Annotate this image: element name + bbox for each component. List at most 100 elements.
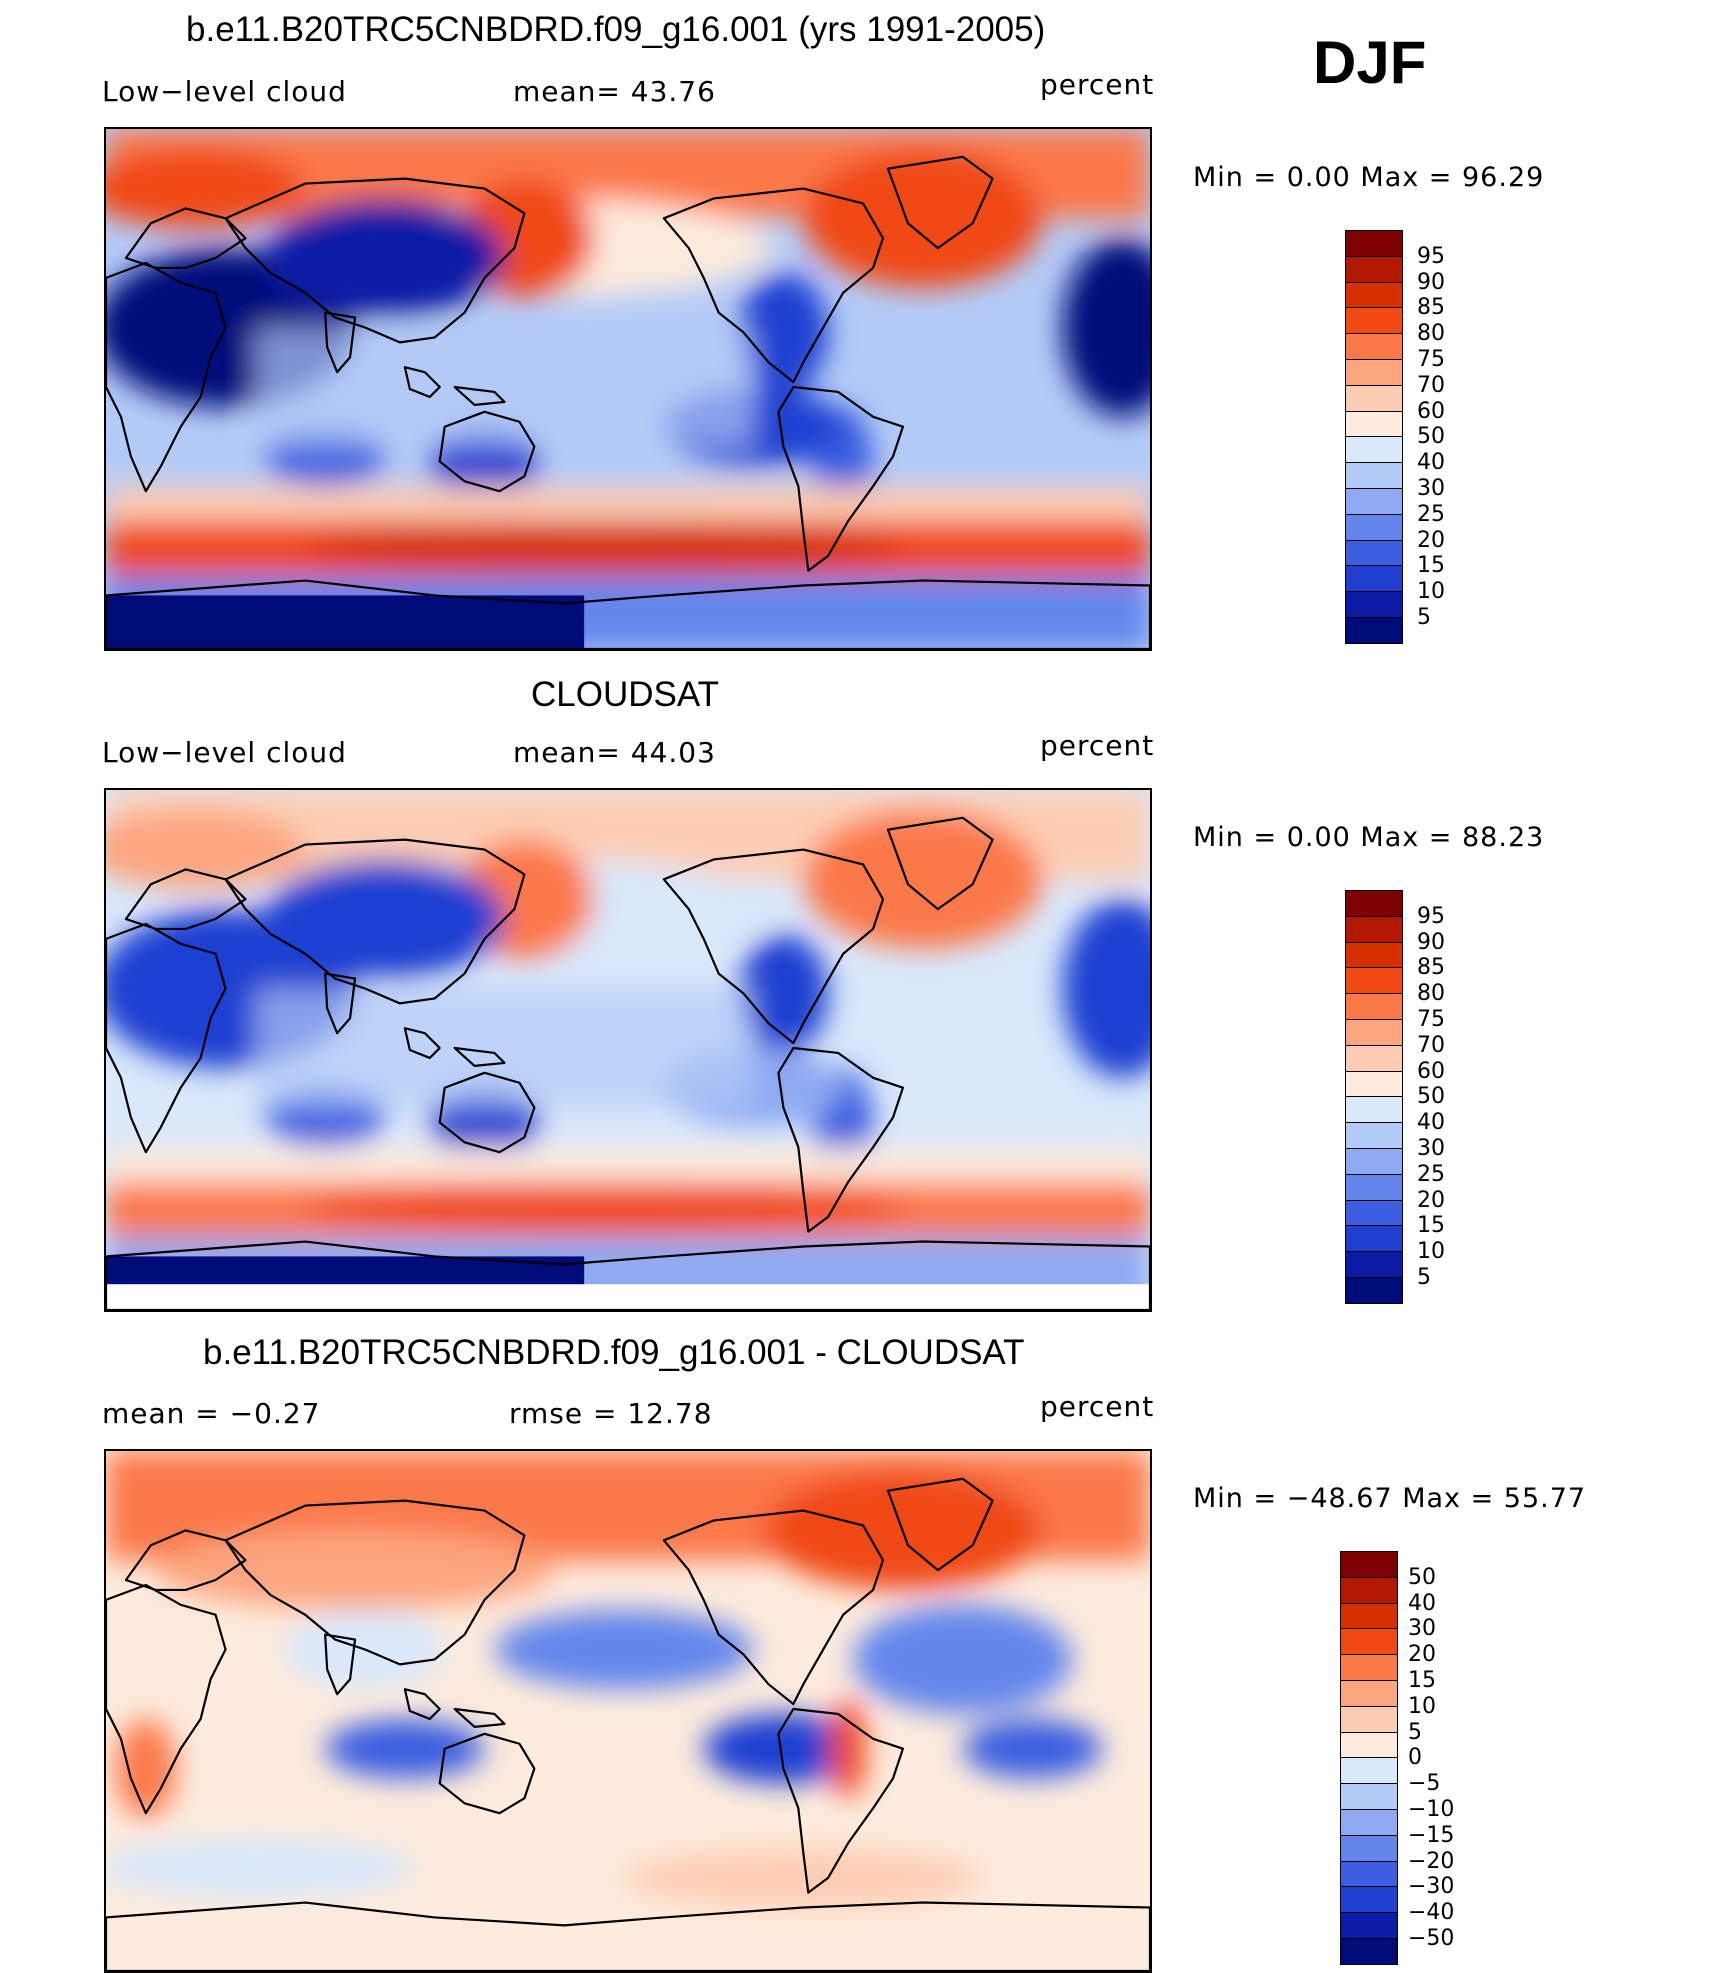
colorbar-tick-label: −20: [1408, 1848, 1455, 1874]
colorbar-swatch: [1345, 1277, 1403, 1305]
colorbar-swatch: [1345, 993, 1403, 1021]
colorbar-swatch: [1345, 941, 1403, 969]
colorbar-tick-label: 70: [1417, 372, 1445, 398]
colorbar-swatch: [1340, 1654, 1398, 1682]
colorbar-tick-label: −30: [1408, 1874, 1455, 1900]
panel-1-mean-label: mean= 43.76: [513, 75, 716, 108]
colorbar-swatch: [1345, 1122, 1403, 1150]
colorbar-swatch: [1345, 1148, 1403, 1176]
colorbar-tick-label: 50: [1408, 1564, 1436, 1590]
colorbar-tick-label: 90: [1417, 929, 1445, 955]
colorbar-swatch: [1345, 539, 1403, 567]
colorbar-swatch: [1340, 1783, 1398, 1811]
colorbar-tick-label: 95: [1417, 243, 1445, 269]
colorbar-swatch: [1345, 1173, 1403, 1202]
panel-2-mean-label: mean= 44.03: [513, 736, 716, 769]
panel-2-map: [104, 788, 1152, 1312]
colorbar-tick-label: 5: [1408, 1719, 1422, 1745]
colorbar-swatch: [1340, 1912, 1398, 1940]
colorbar-swatch: [1345, 359, 1403, 387]
colorbar-tick-label: 95: [1417, 903, 1445, 929]
colorbar-tick-label: 75: [1417, 347, 1445, 372]
colorbar-swatch: [1345, 915, 1403, 944]
panel-2-variable-label: Low−level cloud: [102, 736, 347, 769]
colorbar-tick-label: 5: [1417, 605, 1431, 630]
colorbar-tick-label: −40: [1408, 1900, 1455, 1926]
colorbar-tick-label: −15: [1408, 1822, 1455, 1848]
colorbar-swatch: [1345, 1225, 1403, 1253]
colorbar-swatch: [1340, 1551, 1398, 1579]
colorbar-swatch: [1345, 307, 1403, 335]
panel-2-units-label: percent: [1040, 729, 1155, 762]
colorbar-tick-label: 40: [1417, 1110, 1445, 1136]
colorbar-tick-label: 15: [1408, 1668, 1436, 1693]
colorbar-swatch: [1345, 462, 1403, 490]
colorbar-swatch: [1345, 1044, 1403, 1073]
colorbar-swatch: [1345, 591, 1403, 619]
colorbar-swatch: [1340, 1938, 1398, 1966]
colorbar-swatch: [1345, 1251, 1403, 1279]
colorbar-swatch: [1345, 255, 1403, 284]
colorbar-swatch: [1345, 410, 1403, 438]
colorbar-tick-label: −10: [1408, 1797, 1455, 1822]
colorbar-tick-label: 30: [1408, 1616, 1436, 1642]
colorbar-tick-label: 30: [1417, 476, 1445, 501]
colorbar-swatch: [1345, 565, 1403, 593]
colorbar-tick-label: 75: [1417, 1007, 1445, 1032]
colorbar-tick-label: 20: [1417, 1187, 1445, 1213]
colorbar-tick-label: 25: [1417, 501, 1445, 527]
colorbar-swatch: [1340, 1602, 1398, 1630]
colorbar-tick-label: 85: [1417, 295, 1445, 321]
colorbar-tick-label: 20: [1417, 527, 1445, 553]
colorbar-tick-label: 10: [1417, 579, 1445, 605]
colorbar-tick-label: 80: [1417, 321, 1445, 347]
colorbar-swatch: [1345, 1199, 1403, 1227]
colorbar-tick-label: 10: [1417, 1239, 1445, 1265]
colorbar-tick-label: 85: [1417, 955, 1445, 981]
colorbar-tick-label: 10: [1408, 1693, 1436, 1719]
colorbar-swatch: [1345, 967, 1403, 995]
season-label: DJF: [1313, 29, 1427, 96]
panel-3-minmax: Min = −48.67 Max = 55.77: [1193, 1483, 1587, 1514]
panel-1-units-label: percent: [1040, 68, 1155, 101]
colorbar-swatch: [1345, 890, 1403, 918]
colorbar-tick-label: 15: [1417, 553, 1445, 579]
colorbar-swatch: [1345, 384, 1403, 413]
colorbar-swatch: [1340, 1809, 1398, 1837]
panel-3-title: b.e11.B20TRC5CNBDRD.f09_g16.001 - CLOUDS…: [203, 1333, 1025, 1372]
colorbar-swatch: [1340, 1834, 1398, 1863]
colorbar-swatch: [1340, 1576, 1398, 1605]
colorbar-tick-label: 25: [1417, 1161, 1445, 1187]
colorbar-tick-label: 20: [1408, 1642, 1436, 1668]
panel-1-title: b.e11.B20TRC5CNBDRD.f09_g16.001 (yrs 199…: [186, 10, 1046, 49]
panel-3-mean-label: mean = −0.27: [102, 1397, 321, 1430]
colorbar-swatch: [1345, 436, 1403, 464]
colorbar-swatch: [1340, 1680, 1398, 1708]
colorbar-swatch: [1345, 230, 1403, 258]
colorbar-swatch: [1340, 1705, 1398, 1734]
colorbar-swatch: [1340, 1757, 1398, 1785]
colorbar-swatch: [1345, 513, 1403, 542]
colorbar-tick-label: 70: [1417, 1032, 1445, 1058]
colorbar-swatch: [1345, 617, 1403, 645]
colorbar-swatch: [1340, 1886, 1398, 1914]
colorbar-tick-label: 60: [1417, 1058, 1445, 1084]
panel-3-units-label: percent: [1040, 1390, 1155, 1423]
panel-3-map: [104, 1449, 1152, 1973]
colorbar-swatch: [1345, 1019, 1403, 1047]
colorbar-tick-label: 0: [1408, 1745, 1422, 1771]
colorbar-tick-label: 40: [1417, 450, 1445, 476]
colorbar-swatch: [1340, 1860, 1398, 1888]
colorbar-swatch: [1345, 1070, 1403, 1098]
colorbar-tick-label: 30: [1417, 1136, 1445, 1161]
colorbar-tick-label: 50: [1417, 1084, 1445, 1110]
colorbar-swatch: [1345, 333, 1403, 361]
panel-1-map: [104, 127, 1152, 651]
colorbar-tick-label: 40: [1408, 1590, 1436, 1616]
panel-3-rmse-label: rmse = 12.78: [509, 1397, 713, 1430]
panel-2-minmax: Min = 0.00 Max = 88.23: [1193, 822, 1545, 853]
colorbar-tick-label: 80: [1417, 981, 1445, 1007]
panel-1-variable-label: Low−level cloud: [102, 75, 347, 108]
colorbar-tick-label: −50: [1408, 1926, 1455, 1951]
colorbar-tick-label: −5: [1408, 1771, 1441, 1797]
